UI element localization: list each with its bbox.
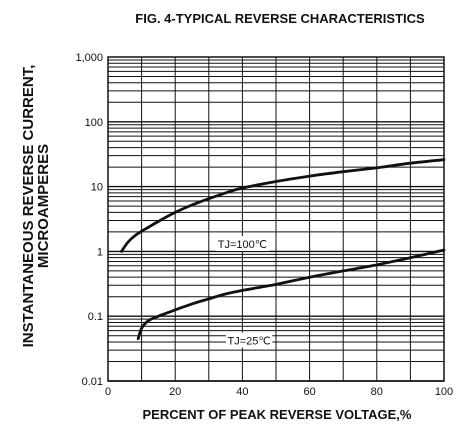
annotation-label-tj-25c: TJ=25℃ (228, 336, 271, 348)
y-axis-label-line-1: INSTANTANEOUS REVERSE CURRENT, (20, 65, 37, 348)
plot-frame (107, 56, 445, 382)
grid-lines (107, 57, 445, 382)
annotation-label-tj-100c: TJ=100℃ (218, 239, 267, 251)
x-tick-label: 20 (169, 386, 181, 398)
x-tick-labels: 0 20 40 60 80 100 (105, 386, 453, 398)
curve-annotations: TJ=100℃ TJ=25℃ (216, 236, 273, 348)
y-tick-label: 1 (97, 246, 103, 258)
x-axis-label: PERCENT OF PEAK REVERSE VOLTAGE,% (143, 407, 412, 422)
annotation-background (216, 236, 269, 252)
chart-title: FIG. 4-TYPICAL REVERSE CHARACTERISTICS (135, 11, 425, 26)
series-curves (120, 158, 446, 341)
y-axis-label: INSTANTANEOUS REVERSE CURRENT, MICROAMPE… (20, 65, 52, 348)
x-tick-label: 0 (105, 386, 111, 398)
annotation-background (225, 332, 273, 348)
x-tick-label: 80 (371, 386, 383, 398)
y-tick-label: 0.01 (82, 376, 103, 388)
y-tick-label: 0.1 (88, 311, 103, 323)
y-tick-labels: 0.01 0.1 1 10 100 1,000 (75, 52, 103, 388)
y-axis-label-line-2: MICROAMPERES (35, 144, 52, 268)
y-tick-label: 1,000 (75, 52, 103, 64)
y-tick-label: 100 (85, 117, 103, 129)
series-line-tj-25c (136, 248, 446, 341)
plot-border (107, 56, 445, 382)
x-tick-label: 60 (303, 386, 315, 398)
x-tick-label: 100 (435, 386, 453, 398)
x-tick-label: 40 (236, 386, 248, 398)
y-tick-label: 10 (91, 182, 103, 194)
series-line-tj-100c (120, 158, 446, 253)
